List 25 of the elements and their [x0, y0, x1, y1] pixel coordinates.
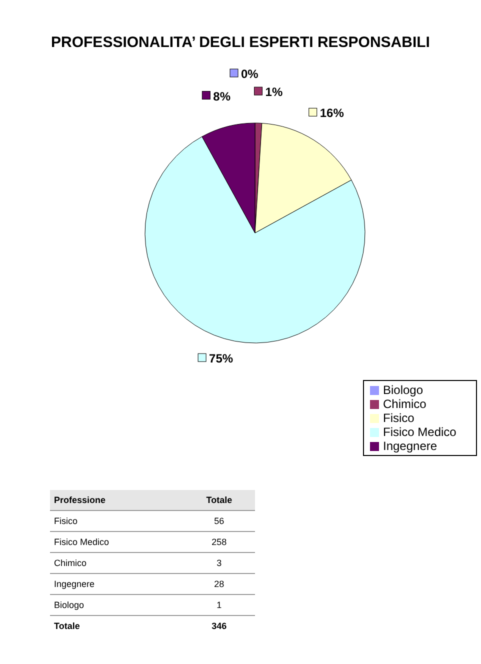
- text: Totale: [183, 490, 255, 510]
- text: Fisico: [50, 510, 184, 532]
- text: Chimico: [50, 552, 184, 574]
- chart-title: PROFESSIONALITA’ DEGLI ESPERTI RESPONSABILI: [50, 34, 431, 51]
- legend-label: Ingegnere: [383, 439, 438, 453]
- legend-label: Fisico: [383, 411, 414, 425]
- text: 56: [183, 510, 255, 532]
- text: 258: [183, 532, 255, 552]
- data-label: 75%: [209, 352, 234, 366]
- text: 346: [210, 620, 228, 633]
- text: 1: [183, 594, 255, 616]
- legend-label: Fisico Medico: [383, 425, 456, 439]
- text: 0%: [241, 67, 258, 81]
- legend-label: Chimico: [383, 397, 426, 411]
- legend-label: Biologo: [383, 383, 424, 397]
- text: Professione: [50, 490, 184, 510]
- text: 3: [183, 552, 255, 574]
- data-label: 8%: [213, 89, 231, 104]
- text: Fisico Medico: [50, 532, 184, 552]
- data-label: 16%: [320, 106, 344, 120]
- text: Totale: [53, 620, 81, 633]
- text: Ingegnere: [50, 574, 184, 594]
- data-label: 1%: [265, 85, 283, 100]
- text: 28: [183, 574, 255, 594]
- text: Biologo: [50, 594, 184, 616]
